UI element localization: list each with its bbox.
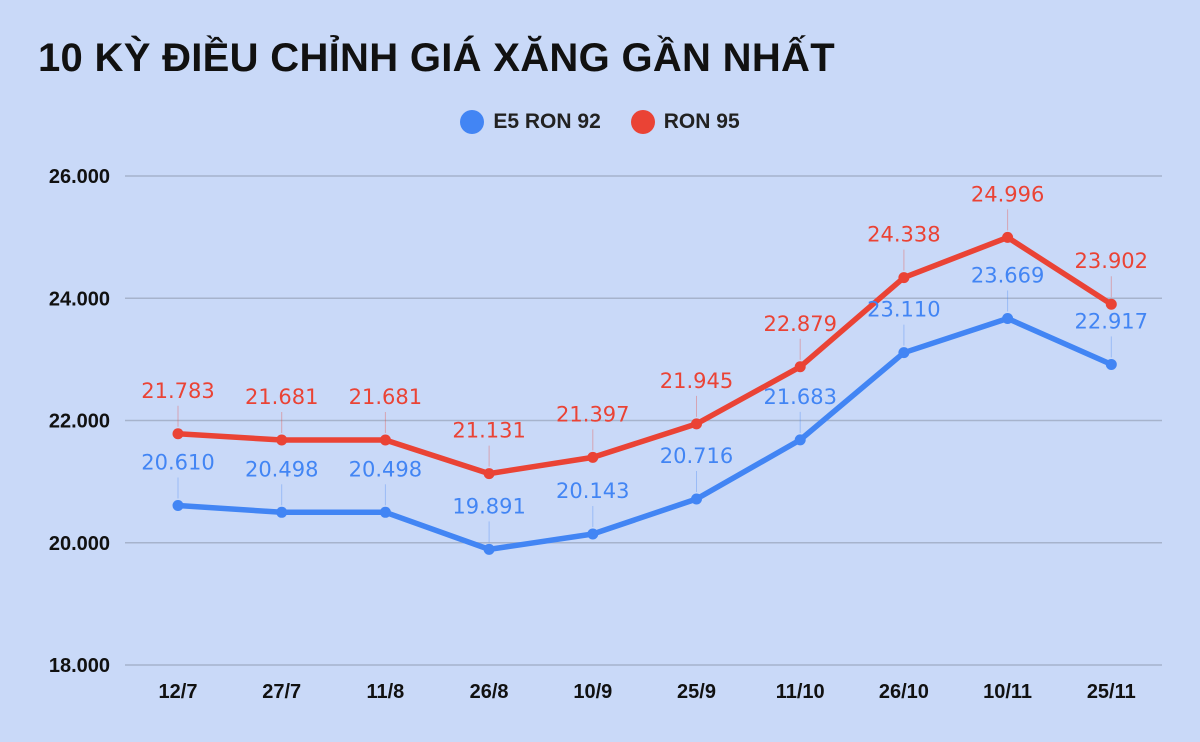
data-label-ron-95: 21.397 [556, 402, 629, 426]
data-point-ron-95 [276, 434, 288, 446]
data-label-e5-ron-92: 20.498 [349, 457, 422, 481]
y-tick-label: 24.000 [49, 288, 110, 310]
legend-marker-ron95 [630, 110, 655, 134]
data-label-ron-95: 21.945 [660, 369, 733, 393]
series-line-e5-ron-92 [175, 315, 1115, 553]
data-label-e5-ron-92: 22.917 [1075, 309, 1148, 333]
data-point-e5-ron-92 [379, 506, 391, 518]
data-label-ron-95: 24.996 [971, 182, 1044, 206]
data-point-ron-95 [794, 361, 806, 373]
data-point-ron-95 [1105, 298, 1117, 310]
x-tick-label: 27/7 [262, 681, 301, 703]
data-label-e5-ron-92: 23.110 [867, 298, 940, 322]
series-line-ron-95 [175, 234, 1115, 477]
data-point-ron-95 [379, 434, 391, 446]
data-point-ron-95 [1002, 231, 1014, 243]
legend-label-ron95: RON 95 [663, 110, 740, 133]
data-label-ron-95: 22.879 [763, 312, 836, 336]
data-label-e5-ron-92: 20.498 [245, 457, 318, 481]
data-label-ron-95: 21.681 [245, 385, 318, 409]
data-point-e5-ron-92 [691, 493, 702, 505]
legend-marker-e5-ron92 [460, 110, 485, 134]
data-point-e5-ron-92 [587, 528, 599, 540]
y-tick-label: 22.000 [49, 411, 110, 433]
data-label-ron-95: 21.131 [452, 419, 525, 443]
data-point-ron-95 [587, 451, 599, 463]
data-point-ron-95 [691, 418, 702, 430]
data-point-e5-ron-92 [483, 543, 495, 555]
data-point-e5-ron-92 [172, 499, 184, 511]
x-tick-label: 26/10 [879, 681, 929, 703]
x-tick-label: 10/9 [573, 681, 612, 703]
legend: E5 RON 92 RON 95 [0, 110, 1200, 134]
data-label-ron-95: 21.681 [349, 385, 422, 409]
x-tick-label: 10/11 [983, 681, 1032, 703]
data-label-ron-95: 23.902 [1075, 249, 1148, 273]
legend-item-e5-ron92: E5 RON 92 [460, 110, 601, 134]
data-point-ron-95 [172, 428, 184, 440]
data-point-e5-ron-92 [794, 434, 806, 446]
x-tick-label: 25/11 [1087, 681, 1136, 703]
data-label-e5-ron-92: 21.683 [763, 385, 836, 409]
x-tick-label: 12/7 [159, 681, 198, 703]
data-label-e5-ron-92: 20.716 [660, 444, 733, 468]
x-tick-label: 11/8 [366, 681, 404, 703]
x-tick-label: 11/10 [776, 681, 825, 703]
data-point-e5-ron-92 [276, 506, 288, 518]
data-point-e5-ron-92 [1105, 358, 1117, 370]
data-label-e5-ron-92: 19.891 [452, 494, 525, 518]
data-label-ron-95: 24.338 [867, 223, 940, 247]
x-tick-label: 26/8 [470, 681, 509, 703]
data-point-ron-95 [898, 272, 910, 284]
legend-item-ron95: RON 95 [630, 110, 740, 134]
y-tick-label: 18.000 [49, 655, 110, 677]
x-tick-label: 25/9 [677, 681, 716, 703]
chart-title: 10 KỲ ĐIỀU CHỈNH GIÁ XĂNG GẦN NHẤT [38, 36, 835, 80]
data-label-e5-ron-92: 20.143 [556, 479, 629, 503]
y-tick-label: 26.000 [49, 166, 110, 188]
legend-label-e5-ron92: E5 RON 92 [493, 110, 601, 133]
data-label-e5-ron-92: 20.610 [141, 450, 214, 474]
data-point-e5-ron-92 [1002, 312, 1014, 324]
y-tick-label: 20.000 [49, 533, 110, 555]
data-point-ron-95 [483, 468, 495, 480]
data-label-e5-ron-92: 23.669 [971, 263, 1044, 287]
data-point-e5-ron-92 [898, 347, 910, 359]
data-label-ron-95: 21.783 [141, 379, 214, 403]
